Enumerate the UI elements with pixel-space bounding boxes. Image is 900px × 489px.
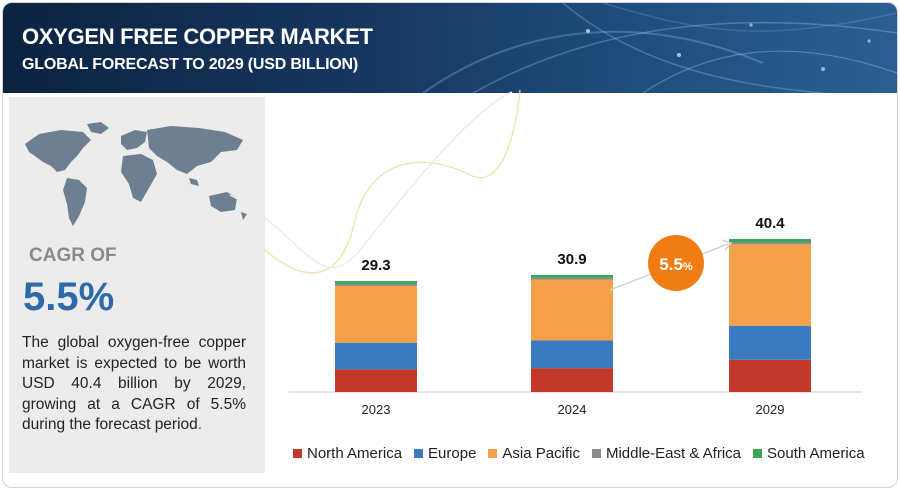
bar-2029-north-america (729, 359, 811, 392)
legend-swatch (488, 448, 498, 458)
legend-item-asia-pacific: Asia Pacific (488, 445, 580, 462)
header-banner: OXYGEN FREE COPPER MARKET GLOBAL FORECAS… (3, 3, 897, 93)
cagr-label: CAGR OF (29, 245, 117, 266)
bar-2023-middle-east-africa (335, 284, 417, 286)
chart-legend: North America Europe Asia Pacific Middle-Ea… (293, 442, 865, 464)
cagr-badge-value: 5.5 (659, 255, 683, 274)
x-tick-label-2023: 2023 (362, 402, 391, 417)
description-period: . (197, 416, 203, 433)
legend-item-middle-east-africa: Middle-East & Africa (591, 444, 742, 462)
bar-2024-north-america (531, 368, 613, 392)
bar-2029-middle-east-africa (729, 242, 811, 245)
legend-label: North America (307, 444, 403, 462)
legend-label: South America (767, 444, 865, 462)
legend-swatch (414, 448, 424, 458)
cagr-value: 5.5% (23, 275, 115, 319)
bar-2023-south-america (335, 281, 417, 285)
bar-2029-europe (729, 325, 811, 360)
header-fiber-decoration (422, 3, 897, 93)
total-label-2029: 40.4 (755, 215, 785, 232)
bar-2024-asia-pacific (531, 279, 613, 341)
bar-group: 29.3 2023 30.9 2024 40.4 2029 (335, 215, 811, 417)
market-description-text: The global oxygen-free copper market is … (22, 334, 246, 433)
summary-panel: CAGR OF 5.5% The global oxygen-free copp… (9, 97, 265, 473)
total-label-2023: 29.3 (361, 257, 390, 274)
bar-2023-asia-pacific (335, 285, 417, 343)
bar-2023-north-america (335, 369, 417, 392)
cagr-badge (648, 235, 704, 291)
chart-background-curves (229, 89, 521, 274)
total-label-2024: 30.9 (557, 251, 586, 268)
legend-item-north-america: North America (293, 445, 402, 462)
world-map-icon (25, 122, 247, 226)
bar-2024-south-america (531, 274, 613, 278)
legend-item-europe: Europe (414, 445, 476, 462)
bar-2029-asia-pacific (729, 244, 811, 326)
legend-swatch (293, 448, 302, 458)
growth-arrow-head (721, 239, 733, 251)
legend-label: Europe (428, 444, 477, 462)
cagr-badge-text: 5.5% (659, 255, 693, 274)
market-description: The global oxygen-free copper market is … (22, 333, 246, 436)
x-tick-label-2029: 2029 (756, 402, 785, 417)
bar-2024-europe (531, 340, 613, 369)
x-tick-label-2024: 2024 (558, 402, 587, 417)
page-title: OXYGEN FREE COPPER MARKET (22, 24, 373, 49)
legend-label: Asia Pacific (502, 444, 580, 462)
page-subtitle: GLOBAL FORECAST TO 2029 (USD BILLION) (22, 56, 359, 73)
bar-2023-europe (335, 342, 417, 370)
bar-2029-south-america (729, 239, 811, 243)
bar-2024-middle-east-africa (531, 277, 613, 280)
cagr-badge-unit: % (683, 261, 693, 273)
legend-swatch (753, 448, 763, 458)
legend-item-south-america: South America (753, 445, 865, 462)
legend-swatch (591, 448, 601, 458)
legend-label: Middle-East & Africa (605, 444, 742, 462)
